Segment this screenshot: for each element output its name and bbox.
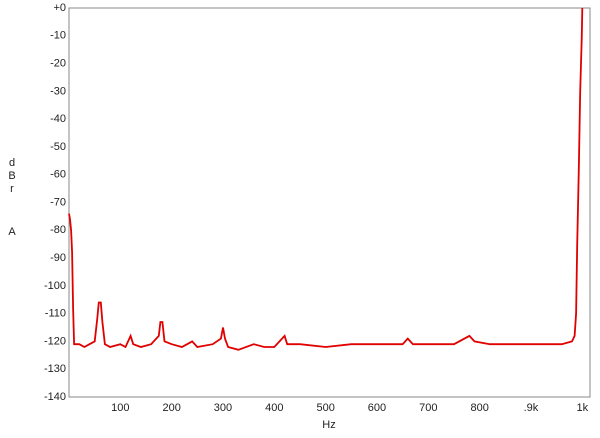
series-line (68, 7, 584, 351)
y-tick-label: -10 (50, 30, 66, 42)
x-tick-label: 700 (419, 402, 437, 414)
x-axis-label: Hz (322, 419, 335, 431)
x-tick-label: 1k (576, 402, 588, 414)
x-tick-label: 100 (111, 402, 129, 414)
y-axis-unit: A (8, 226, 16, 238)
y-tick-label: -20 (50, 57, 66, 69)
y-tick-label: -90 (50, 252, 66, 264)
y-tick-label: -140 (44, 391, 66, 403)
x-tick-label: 600 (368, 402, 386, 414)
y-tick-label: -100 (44, 280, 66, 292)
y-tick-label: -110 (45, 308, 66, 320)
x-tick-label: 500 (316, 402, 334, 414)
y-tick-label: -80 (50, 224, 66, 236)
y-tick-label: +0 (53, 2, 66, 14)
y-tick-label: -60 (50, 169, 66, 181)
x-tick-label: .9k (524, 402, 539, 414)
plot-frame (68, 7, 591, 398)
y-tick-label: -120 (44, 335, 66, 347)
y-tick-label: -50 (50, 141, 66, 153)
y-tick-label: -40 (50, 113, 66, 125)
x-tick-label: 200 (162, 402, 180, 414)
x-tick-label: 400 (265, 402, 283, 414)
x-tick-label: 800 (470, 402, 488, 414)
y-tick-label: -130 (44, 363, 66, 375)
y-tick-label: -30 (50, 85, 66, 97)
y-tick-label: -70 (50, 196, 66, 208)
x-tick-label: 300 (214, 402, 232, 414)
